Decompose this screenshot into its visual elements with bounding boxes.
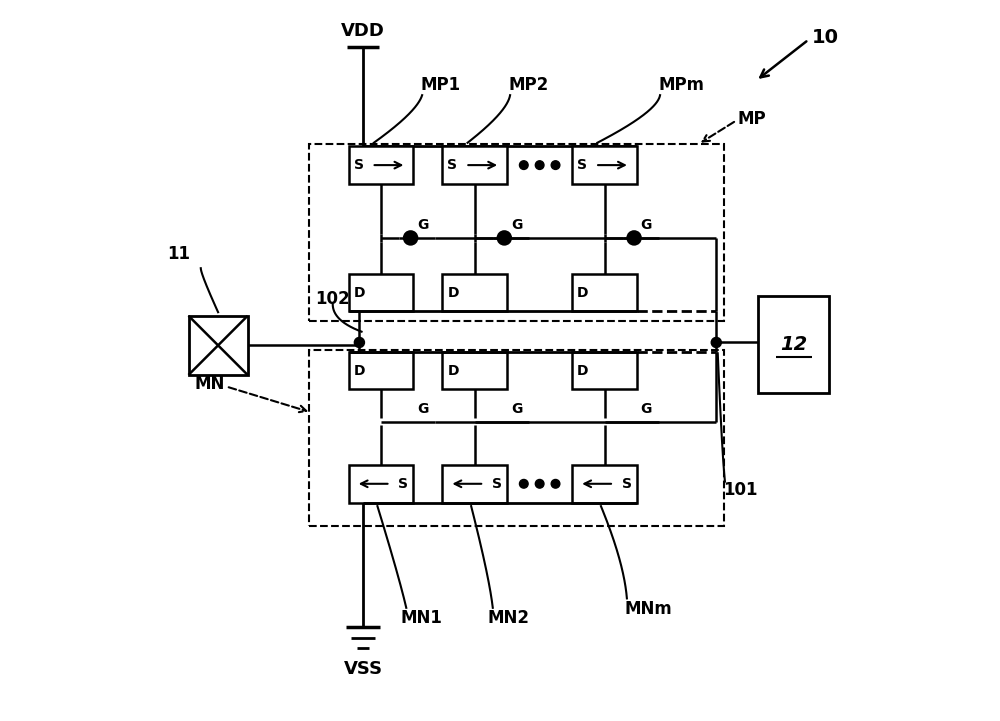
Text: G: G <box>417 402 429 416</box>
Circle shape <box>535 161 544 169</box>
Text: 11: 11 <box>168 245 191 263</box>
Circle shape <box>519 161 528 169</box>
Text: D: D <box>577 286 589 300</box>
Bar <box>572 465 637 503</box>
Bar <box>442 352 507 389</box>
Text: D: D <box>354 363 365 378</box>
Circle shape <box>404 231 417 244</box>
Text: D: D <box>447 286 459 300</box>
Bar <box>349 146 413 184</box>
Text: 102: 102 <box>315 291 349 308</box>
Circle shape <box>711 337 721 348</box>
Text: G: G <box>641 218 652 232</box>
Text: G: G <box>511 402 522 416</box>
Text: MN: MN <box>194 375 225 392</box>
Text: D: D <box>354 286 365 300</box>
Text: S: S <box>492 477 502 491</box>
Text: MP2: MP2 <box>509 76 549 94</box>
Text: G: G <box>511 218 522 232</box>
Text: S: S <box>622 477 632 491</box>
Text: VSS: VSS <box>343 660 383 678</box>
Text: MPm: MPm <box>659 76 705 94</box>
Circle shape <box>535 479 544 488</box>
Bar <box>572 352 637 389</box>
Bar <box>309 144 724 321</box>
Circle shape <box>498 231 511 244</box>
Circle shape <box>354 337 364 348</box>
Bar <box>442 146 507 184</box>
Bar <box>758 296 829 393</box>
Bar <box>349 352 413 389</box>
Text: G: G <box>641 402 652 416</box>
Text: VDD: VDD <box>341 22 385 40</box>
Text: MP1: MP1 <box>421 76 461 94</box>
Circle shape <box>519 479 528 488</box>
Text: G: G <box>417 218 429 232</box>
Text: MN2: MN2 <box>487 609 529 627</box>
Bar <box>442 274 507 311</box>
Text: MN1: MN1 <box>401 609 442 627</box>
Text: 10: 10 <box>811 28 838 47</box>
Text: MP: MP <box>738 110 767 128</box>
Text: S: S <box>354 158 364 172</box>
Text: D: D <box>447 363 459 378</box>
Bar <box>189 316 248 375</box>
Bar <box>309 350 724 526</box>
Bar <box>349 274 413 311</box>
Circle shape <box>628 231 641 244</box>
Circle shape <box>551 479 560 488</box>
Text: 101: 101 <box>724 482 758 499</box>
Bar <box>442 465 507 503</box>
Bar <box>349 465 413 503</box>
Circle shape <box>551 161 560 169</box>
Text: D: D <box>577 363 589 378</box>
Text: MNm: MNm <box>624 600 672 618</box>
Bar <box>572 274 637 311</box>
Text: 12: 12 <box>780 335 807 354</box>
Bar <box>572 146 637 184</box>
Text: S: S <box>398 477 408 491</box>
Text: S: S <box>447 158 457 172</box>
Text: S: S <box>577 158 587 172</box>
